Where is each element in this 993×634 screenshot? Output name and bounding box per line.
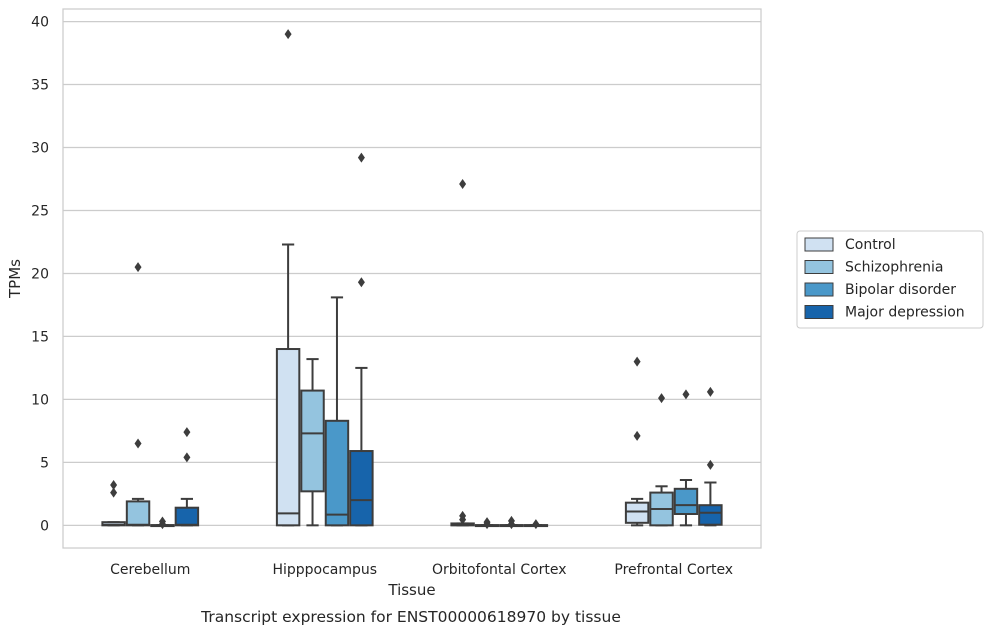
box-1-3 xyxy=(349,152,374,527)
legend-swatch xyxy=(804,305,834,319)
outlier-point xyxy=(706,459,714,470)
x-tick-label: Orbitofontal Cortex xyxy=(432,562,567,578)
legend-frame xyxy=(796,230,984,329)
outlier-point xyxy=(633,430,641,441)
x-tick-label: Prefrontal Cortex xyxy=(614,562,733,578)
y-tick-label: 0 xyxy=(40,518,49,534)
outlier-point xyxy=(357,152,365,163)
x-tick-label: Hipppocampus xyxy=(272,562,377,578)
legend-label: Control xyxy=(845,237,896,253)
y-axis-label: TPMs xyxy=(6,259,24,299)
outlier-point xyxy=(134,262,142,273)
box-0-0 xyxy=(101,480,126,527)
legend-label: Bipolar disorder xyxy=(845,282,956,298)
box-1-0 xyxy=(275,29,301,527)
outlier-point xyxy=(110,480,118,491)
box-groups xyxy=(101,29,723,530)
outlier-point xyxy=(658,393,666,404)
box-0-3 xyxy=(174,427,200,527)
box xyxy=(324,419,350,527)
outlier-point xyxy=(284,29,292,40)
outlier-point xyxy=(110,487,118,498)
outlier-point xyxy=(532,519,540,530)
plot-frame xyxy=(62,8,762,549)
box xyxy=(125,500,151,527)
x-tick-label: Cerebellum xyxy=(110,562,190,578)
box-0-1 xyxy=(125,262,151,527)
legend-label: Major depression xyxy=(845,305,965,321)
box-3-2 xyxy=(673,389,699,527)
box-3-1 xyxy=(649,393,674,527)
outlier-point xyxy=(158,516,166,527)
box xyxy=(673,487,699,515)
outlier-point xyxy=(134,438,142,449)
outlier-point xyxy=(633,356,641,367)
chart-title: Transcript expression for ENST0000061897… xyxy=(200,608,621,626)
legend-swatch xyxy=(804,237,834,252)
outlier-point xyxy=(357,277,365,288)
y-tick-label: 20 xyxy=(31,266,49,282)
box-2-1 xyxy=(474,517,500,530)
outlier-point xyxy=(183,427,191,438)
outlier-point xyxy=(483,517,491,528)
y-tick-label: 25 xyxy=(31,203,49,219)
box xyxy=(698,504,723,526)
y-tick-label: 30 xyxy=(31,141,49,157)
box xyxy=(349,450,374,527)
box-3-3 xyxy=(698,386,723,527)
outlier-point xyxy=(459,179,467,190)
x-axis-label: Tissue xyxy=(387,581,435,599)
legend-label: Schizophrenia xyxy=(845,260,943,276)
outlier-point xyxy=(183,452,191,463)
legend-swatch xyxy=(804,260,834,274)
y-tick-label: 10 xyxy=(31,392,49,408)
box-0-2 xyxy=(150,516,175,530)
y-tick-labels: 0 5 10 15 20 25 30 35 40 xyxy=(31,15,49,535)
box-2-3 xyxy=(523,519,549,530)
y-tick-label: 40 xyxy=(31,15,49,31)
box xyxy=(275,348,301,527)
box xyxy=(174,506,200,527)
box xyxy=(300,389,325,493)
box-2-0 xyxy=(450,179,475,527)
x-tick-labels: Cerebellum Hipppocampus Orbitofontal Corte… xyxy=(110,562,733,578)
y-tick-label: 35 xyxy=(31,78,49,94)
box-2-2 xyxy=(499,515,524,530)
y-tick-label: 15 xyxy=(31,329,49,345)
box-1-2 xyxy=(324,296,350,527)
box-3-0 xyxy=(624,356,650,527)
box xyxy=(624,501,650,524)
outlier-point xyxy=(459,510,467,521)
box-1-1 xyxy=(300,358,325,527)
outlier-point xyxy=(706,386,714,397)
outlier-point xyxy=(507,515,515,526)
legend: Control Schizophrenia Bipolar disorder Majo… xyxy=(796,230,984,329)
y-gridlines xyxy=(63,20,761,526)
legend-swatch xyxy=(804,282,834,297)
y-tick-label: 5 xyxy=(40,455,49,471)
outlier-point xyxy=(682,389,690,400)
